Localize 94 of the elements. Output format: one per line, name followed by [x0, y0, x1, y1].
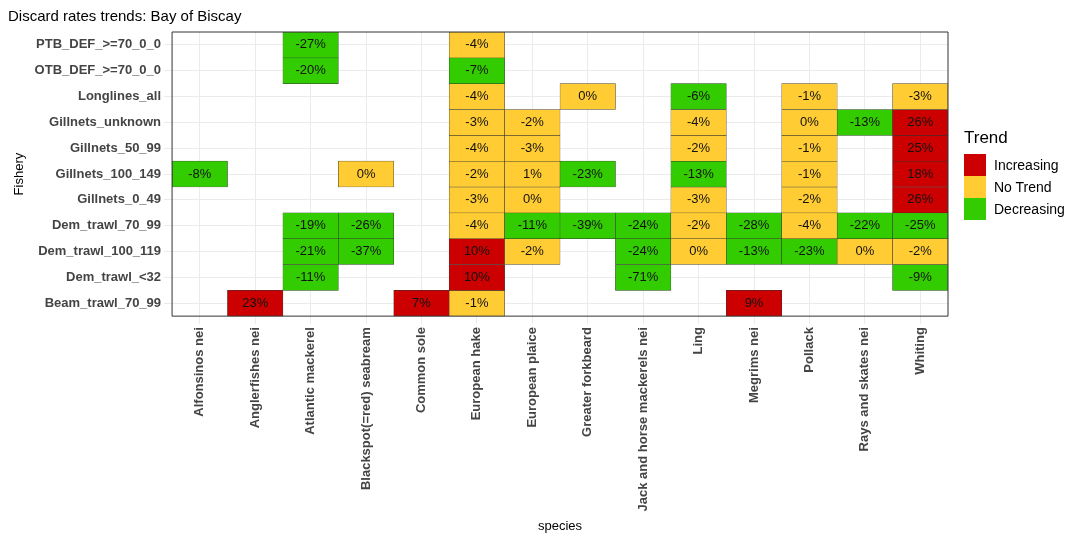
data-label: -4%: [465, 36, 489, 52]
legend-label: Decreasing: [994, 201, 1065, 217]
data-label: 25%: [907, 139, 934, 155]
data-label: 9%: [744, 294, 764, 310]
data-label: -3%: [465, 191, 489, 207]
data-label: 26%: [907, 113, 934, 129]
y-tick-label: Gillnets_50_99: [70, 139, 162, 155]
y-tick-label: Dem_trawl_100_119: [38, 243, 162, 259]
data-label: -6%: [687, 88, 711, 104]
data-label: -13%: [683, 165, 715, 181]
chart-title: Discard rates trends: Bay of Biscay: [8, 7, 242, 25]
x-tick-label: Greater forkbeard: [579, 327, 595, 437]
x-tick-label: Rays and skates nei: [856, 327, 872, 452]
data-label: -2%: [908, 243, 933, 259]
x-tick-label: Jack and horse mackerels nei: [634, 327, 650, 512]
data-label: 0%: [689, 243, 709, 259]
x-tick-label: Whiting: [911, 327, 927, 375]
data-label: -23%: [572, 165, 604, 181]
data-label: -19%: [295, 217, 327, 233]
data-label: -11%: [295, 268, 326, 284]
data-label: -2%: [687, 217, 711, 233]
data-label: -28%: [738, 217, 770, 233]
data-label: -2%: [465, 165, 489, 181]
legend-title: Trend: [964, 128, 1009, 148]
data-label: -25%: [905, 217, 936, 233]
x-axis-title: species: [537, 517, 583, 533]
data-label: -37%: [350, 243, 382, 259]
data-label: -9%: [908, 268, 933, 284]
y-tick-label: Beam_trawl_70_99: [44, 294, 162, 310]
data-label: 1%: [522, 165, 543, 181]
data-label: 0%: [800, 113, 820, 129]
data-label: -1%: [797, 88, 822, 104]
data-label: -2%: [687, 139, 711, 155]
data-label: -22%: [849, 217, 881, 233]
data-label: -1%: [465, 294, 489, 310]
data-label: -13%: [849, 113, 881, 129]
y-tick-label: OTB_DEF_>=70_0_0: [34, 62, 162, 78]
data-label: 26%: [907, 191, 934, 207]
legend-label: No Trend: [994, 179, 1052, 195]
y-tick-label: Gillnets_100_149: [55, 165, 162, 181]
data-label: 0%: [356, 165, 376, 181]
data-label: -23%: [794, 243, 826, 259]
data-label: -7%: [465, 62, 489, 78]
x-tick-label: Atlantic mackerel: [302, 327, 318, 435]
y-axis-title: Fishery: [11, 152, 27, 196]
data-label: -2%: [797, 191, 822, 207]
x-tick-label: Anglerfishes nei: [246, 327, 262, 429]
data-label: -3%: [687, 191, 711, 207]
data-label: -26%: [350, 217, 382, 233]
data-label: -13%: [738, 243, 770, 259]
data-label: -20%: [295, 62, 327, 78]
data-label: -2%: [520, 113, 545, 129]
data-label: -21%: [295, 243, 327, 259]
x-tick-label: Alfonsinos nei: [191, 327, 207, 417]
data-label: -8%: [188, 165, 212, 181]
data-label: -24%: [627, 217, 659, 233]
y-tick-label: Dem_trawl_70_99: [51, 217, 162, 233]
data-label: -71%: [627, 268, 659, 284]
x-tick-label: Ling: [690, 327, 706, 355]
data-label: 0%: [578, 88, 598, 104]
data-label: -24%: [627, 243, 659, 259]
data-label: -4%: [465, 88, 489, 104]
y-tick-label: Gillnets_0_49: [77, 191, 162, 207]
legend-label: Increasing: [994, 157, 1059, 173]
x-tick-label: Common sole: [413, 327, 429, 414]
data-label: -3%: [520, 139, 545, 155]
data-label: -11%: [517, 217, 548, 233]
data-label: -4%: [687, 113, 711, 129]
data-label: 23%: [242, 294, 269, 310]
data-label: -4%: [465, 139, 489, 155]
data-label: 7%: [412, 294, 432, 310]
data-label: -3%: [908, 88, 933, 104]
x-tick-label: European hake: [468, 327, 484, 421]
data-label: -3%: [465, 113, 489, 129]
data-label: 10%: [463, 243, 491, 259]
data-label: -1%: [797, 139, 822, 155]
data-label: 0%: [522, 191, 543, 207]
y-tick-label: Dem_trawl_<32: [66, 268, 162, 284]
x-tick-label: European plaice: [523, 327, 539, 428]
data-label: 0%: [855, 243, 875, 259]
x-tick-label: Pollack: [801, 326, 817, 373]
data-label: -27%: [295, 36, 327, 52]
y-tick-label: Gillnets_unknown: [49, 113, 162, 129]
y-tick-label: PTB_DEF_>=70_0_0: [36, 36, 162, 52]
data-label: 18%: [907, 165, 934, 181]
data-label: -1%: [797, 165, 822, 181]
data-label: -39%: [572, 217, 604, 233]
data-label: 10%: [463, 268, 491, 284]
data-label: -4%: [797, 217, 822, 233]
x-tick-label: Blackspot(=red) seabream: [357, 327, 373, 491]
data-label: -4%: [465, 217, 489, 233]
data-label: -2%: [520, 243, 545, 259]
y-tick-label: Longlines_all: [77, 88, 162, 104]
x-tick-label: Megrims nei: [745, 327, 761, 403]
